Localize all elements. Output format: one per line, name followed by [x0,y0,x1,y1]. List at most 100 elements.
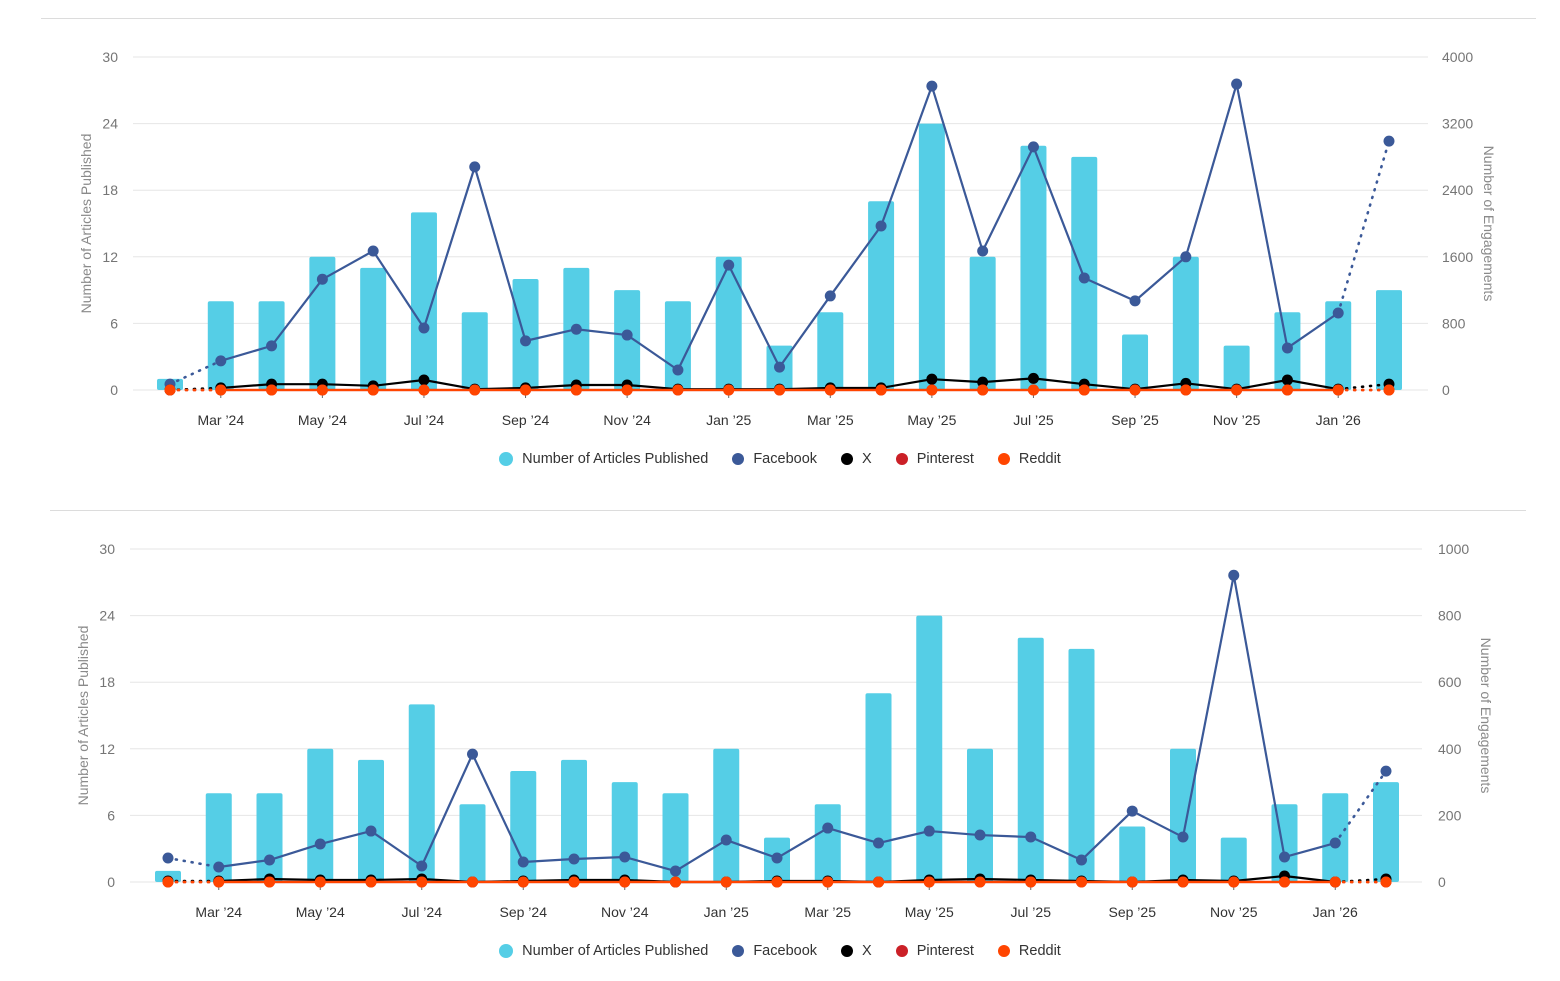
point-reddit [822,876,834,888]
y-tick-label: 30 [102,49,118,65]
bar-articles [868,201,895,390]
point-reddit [771,876,783,888]
y2-tick-label: 600 [1438,674,1462,690]
line-x-dotted [1336,382,1391,391]
y2-axis-title: Number of Engagements [1481,146,1497,302]
point-facebook [670,865,681,877]
point-reddit [720,876,732,888]
point-facebook [822,822,834,834]
point-facebook [416,860,428,872]
line-facebook [218,574,1336,873]
point-facebook [316,273,328,285]
point-reddit [1329,876,1341,888]
point-reddit [418,384,430,396]
bar-articles [662,793,689,882]
point-facebook [619,851,631,863]
point-facebook [568,853,580,865]
legend-label: Number of Articles Published [522,451,709,467]
point-facebook [517,856,529,868]
bar-articles [307,748,334,882]
point-reddit [670,876,681,888]
bar-articles [1325,301,1352,390]
y2-tick-label: 200 [1438,807,1462,823]
legend-item-reddit[interactable]: Reddit [997,451,1061,467]
point-reddit [467,876,478,888]
point-reddit [875,384,887,396]
chart-1-legend: Number of Articles Published Facebook X Pin… [0,451,1560,467]
middle-separator [50,510,1526,511]
x-tick-label: May ’24 [298,412,347,428]
point-facebook [1027,141,1039,153]
x-tick-label: Mar ’25 [804,904,851,920]
x-tick-label: Mar ’24 [197,412,244,428]
y2-tick-label: 2400 [1442,182,1473,198]
point-facebook [974,829,986,841]
point-reddit [926,384,938,396]
legend-item-x[interactable]: X [841,451,872,467]
bar-articles [408,704,435,882]
point-facebook [367,245,379,257]
bar-articles [510,771,537,882]
legend-label: X [862,451,872,467]
point-x [1281,374,1293,386]
point-reddit [621,384,633,396]
legend-label: Number of Articles Published [522,943,709,959]
legend-item-articles[interactable]: Number of Articles Published [499,451,708,467]
point-facebook [1025,831,1037,843]
point-facebook [1129,295,1141,307]
bar-articles [358,759,384,882]
point-reddit [723,384,735,396]
point-facebook [162,852,174,864]
y-axis-title: Number of Articles Published [75,626,91,806]
point-reddit [1025,876,1037,888]
bar-articles [205,793,232,882]
point-facebook [824,290,836,302]
point-facebook [520,335,532,347]
legend-item-x[interactable]: X [841,943,872,959]
point-facebook [1126,805,1138,817]
point-reddit [568,876,580,888]
bar-articles [664,301,691,390]
legend-item-facebook[interactable]: Facebook [732,943,817,959]
line-facebook-dotted [166,856,221,869]
engagements-chart-2: 0 0 6 200 12 400 18 600 24 800 30 1000 Number of Art… [75,541,1494,920]
x-tick-label: May ’24 [296,904,345,920]
point-facebook [1228,569,1240,581]
point-facebook [1380,765,1392,777]
x-tick-label: Sep ’25 [1109,904,1157,920]
y-tick-label: 0 [107,874,115,890]
legend-label: Pinterest [916,943,974,959]
legend-marker-icon [841,945,854,957]
point-facebook [215,355,227,367]
legend-item-reddit[interactable]: Reddit [997,943,1061,959]
bar-articles [1376,290,1402,390]
point-reddit [1332,384,1344,396]
point-facebook [873,837,884,849]
y-tick-label: 12 [99,741,115,757]
y-tick-label: 18 [102,182,118,198]
y-tick-label: 18 [99,674,115,690]
y2-tick-label: 1000 [1438,541,1469,557]
bar-articles [1017,637,1044,882]
x-tick-label: May ’25 [905,904,954,920]
point-reddit [873,876,884,888]
y-tick-label: 6 [110,315,118,331]
legend-item-pinterest[interactable]: Pinterest [895,943,974,959]
y-tick-label: 24 [102,116,118,132]
legend-item-pinterest[interactable]: Pinterest [895,451,974,467]
bar-articles [865,693,892,882]
y-tick-label: 0 [110,382,118,398]
y-axis-title: Number of Articles Published [78,134,94,314]
point-reddit [213,876,225,888]
legend-item-facebook[interactable]: Facebook [732,451,817,467]
bar-articles [256,793,283,882]
point-reddit [672,384,684,396]
point-reddit [266,384,278,396]
bar-articles [715,256,742,390]
x-tick-label: Nov ’25 [1210,904,1258,920]
point-reddit [1129,384,1141,396]
point-reddit [1180,384,1192,396]
legend-label: Facebook [753,451,818,467]
legend-item-articles[interactable]: Number of Articles Published [499,943,708,959]
legend-label: X [862,943,872,959]
